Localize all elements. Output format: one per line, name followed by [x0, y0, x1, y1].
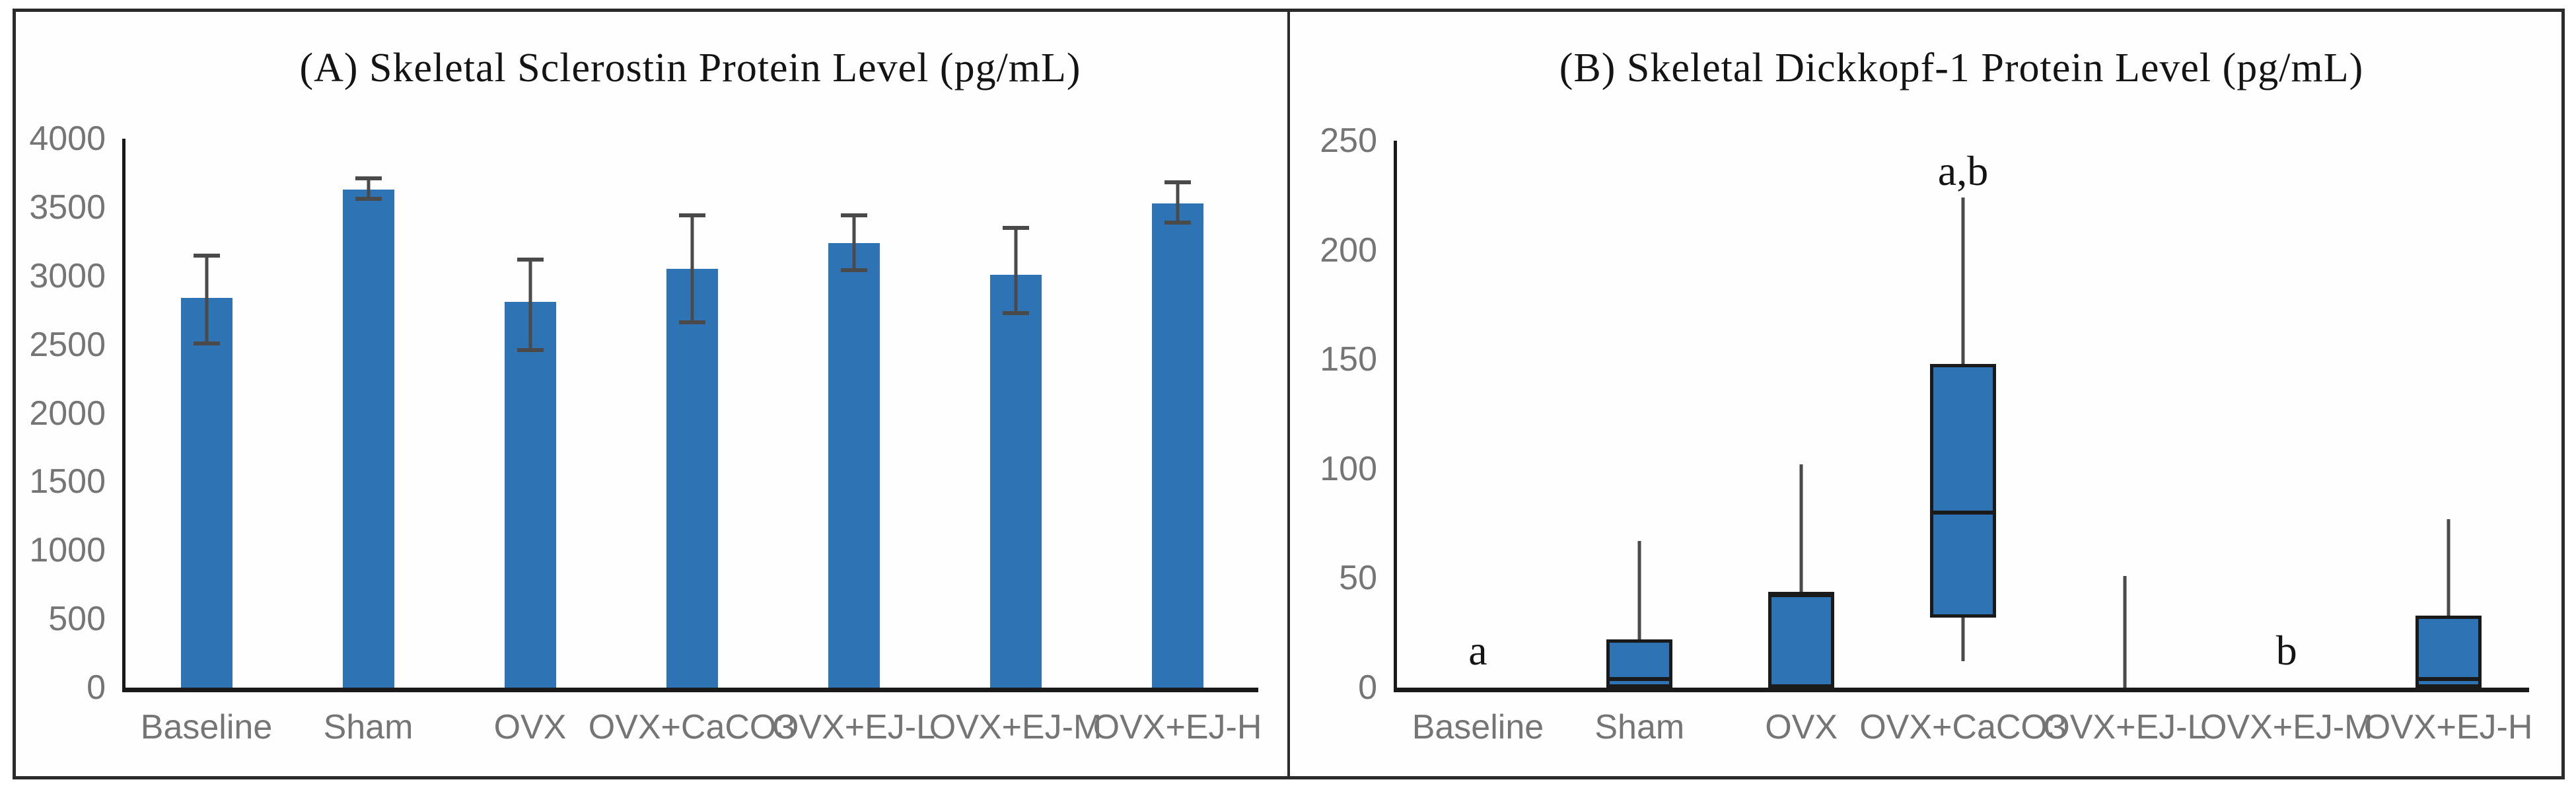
y-tick-label: 200 — [1320, 231, 1377, 269]
whisker-upper — [2447, 519, 2451, 616]
x-category-label: Sham — [323, 708, 413, 746]
bar — [504, 302, 556, 688]
error-bar-line — [852, 215, 855, 271]
x-category-label: OVX+EJ-L — [771, 708, 936, 746]
median-line — [1930, 511, 1996, 515]
y-tick-label: 0 — [87, 668, 106, 707]
error-bar — [1164, 180, 1191, 225]
annotation-label: a,b — [1937, 147, 1989, 195]
error-bar-cap-bottom — [1164, 220, 1191, 225]
x-category-label: Sham — [1594, 708, 1685, 746]
x-category-label: OVX — [1765, 708, 1838, 746]
x-category-label: OVX+EJ-H — [2363, 708, 2533, 746]
error-bar-cap-top — [1002, 226, 1029, 231]
error-bar-cap-top — [355, 176, 382, 181]
error-bar-line — [1176, 182, 1179, 223]
error-bar-cap-top — [840, 213, 867, 218]
error-bar-cap-top — [193, 253, 220, 258]
error-bar-line — [1014, 228, 1017, 313]
median-line — [1768, 591, 1835, 596]
y-tick-label: 1500 — [29, 462, 106, 501]
panel-B: (B) Skeletal Dickkopf-1 Protein Level (p… — [1290, 12, 2561, 776]
bar — [989, 274, 1042, 688]
error-bar-cap-top — [517, 257, 544, 262]
error-bar-line — [528, 259, 532, 350]
whisker-lower — [1961, 618, 1965, 662]
panel-A: (A) Skeletal Sclerostin Protein Level (p… — [16, 12, 1287, 776]
error-bar-line — [205, 255, 208, 343]
y-tick-label: 150 — [1320, 340, 1377, 379]
error-bar — [355, 176, 382, 201]
panel-a-plot: 0 500 1000 1500 2000 2500 3000 3500 4000 Baseline… — [29, 120, 1262, 746]
bar — [342, 189, 394, 688]
error-bar-cap-bottom — [840, 268, 867, 273]
whisker-upper — [1799, 464, 1803, 594]
y-tick-label: 2500 — [29, 325, 106, 364]
y-tick-label: 3000 — [29, 256, 106, 295]
error-bar — [1002, 226, 1029, 315]
box — [2415, 615, 2482, 688]
bar — [1151, 203, 1203, 688]
y-tick-label: 4000 — [29, 120, 106, 158]
x-category-label: OVX+EJ-H — [1092, 708, 1262, 746]
y-tick-label: 1000 — [29, 531, 106, 570]
x-category-label: Baseline — [1412, 708, 1544, 746]
error-bar-cap-bottom — [355, 197, 382, 201]
panel-b-title: (B) Skeletal Dickkopf-1 Protein Level (p… — [1559, 46, 2364, 90]
y-tick-label: 100 — [1320, 449, 1377, 488]
whisker-upper — [1961, 198, 1965, 364]
panel-a-title: (A) Skeletal Sclerostin Protein Level (p… — [299, 46, 1081, 90]
error-bar-line — [690, 215, 694, 323]
annotation-label: b — [2275, 626, 2297, 674]
y-tick-label: 500 — [48, 600, 106, 639]
median-line — [2415, 676, 2482, 681]
x-category-label: OVX+CaCO3 — [588, 708, 796, 746]
x-category-label: OVX+EJ-M — [2200, 708, 2373, 746]
y-tick-label: 250 — [1320, 122, 1377, 160]
error-bar-cap-top — [1164, 180, 1191, 185]
x-category-label: OVX+EJ-M — [929, 708, 1102, 746]
error-bar-cap-bottom — [678, 320, 705, 325]
error-bar-cap-bottom — [517, 347, 544, 352]
median-line — [1606, 676, 1673, 681]
whisker-upper — [1637, 541, 1641, 640]
error-bar — [193, 253, 220, 345]
x-category-label: Baseline — [140, 708, 273, 746]
annotation-label: a — [1468, 626, 1487, 674]
y-tick-label: 2000 — [29, 394, 106, 433]
box — [1768, 593, 1835, 688]
y-tick-label: 0 — [1358, 668, 1377, 707]
error-bar-cap-bottom — [193, 341, 220, 345]
panel-divider — [1287, 12, 1290, 776]
error-bar — [517, 257, 544, 352]
panel-b-plot: 0 50 100 150 200 250 Baseline Sham OVX OVX+CaCO3 O… — [1320, 122, 2532, 746]
y-tick-label: 50 — [1339, 559, 1377, 598]
bar — [828, 242, 880, 688]
error-bar — [840, 213, 867, 273]
y-tick-label: 3500 — [29, 188, 106, 227]
x-category-label: OVX+EJ-L — [2043, 708, 2207, 746]
bar — [180, 298, 233, 688]
whisker-upper — [2123, 576, 2127, 688]
error-bar — [678, 213, 705, 325]
bar — [666, 269, 718, 688]
box — [1930, 363, 1996, 618]
error-bar-cap-top — [678, 213, 705, 218]
two-panel-figure: (A) Skeletal Sclerostin Protein Level (p… — [13, 9, 2565, 779]
error-bar-cap-bottom — [1002, 310, 1029, 315]
x-category-label: OVX+CaCO3 — [1859, 708, 2067, 746]
x-category-label: OVX — [493, 708, 567, 746]
error-bar-line — [367, 178, 370, 199]
